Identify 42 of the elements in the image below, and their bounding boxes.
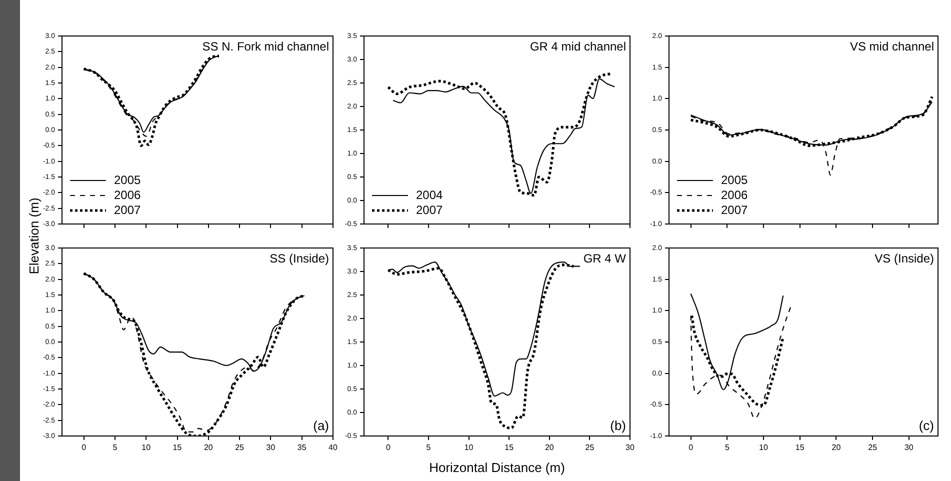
chart-title: VS (Inside) (874, 251, 934, 266)
x-tick-label: 25 (585, 443, 595, 452)
x-axis-title: Horizontal Distance (m) (429, 460, 565, 475)
x-tick-label: 5 (426, 443, 432, 452)
x-tick-label: 25 (235, 443, 245, 452)
x-tick-label: 10 (464, 443, 474, 452)
x-tick-label: 30 (626, 443, 635, 452)
chart-title: VS mid channel (850, 39, 934, 54)
legend-label: 2007 (416, 202, 444, 217)
x-tick-label: 0 (688, 443, 694, 452)
x-tick-label: 5 (724, 443, 730, 452)
x-tick-label: 40 (328, 443, 338, 452)
legend-label: 2005 (114, 172, 142, 187)
chart-title: SS (Inside) (270, 251, 329, 266)
x-tick-label: 30 (904, 443, 914, 452)
x-tick-label: 20 (544, 443, 554, 452)
chart-title: SS N. Fork mid channel (202, 39, 329, 54)
x-tick-label: 15 (504, 443, 514, 452)
chart-title: GR 4 mid channel (530, 39, 626, 54)
chart-title: GR 4 W (583, 251, 627, 266)
x-tick-label: 20 (832, 443, 842, 452)
annotation: (b) (610, 418, 626, 434)
x-tick-label: 15 (172, 443, 182, 452)
x-tick-label: 5 (112, 443, 118, 452)
x-tick-label: 0 (82, 443, 87, 452)
annotation: (c) (918, 418, 934, 434)
legend-label: 2006 (721, 188, 748, 202)
x-tick-label: 10 (759, 443, 769, 452)
annotation: (a) (313, 418, 329, 434)
x-tick-label: 20 (204, 443, 214, 452)
legend-label: 2007 (721, 202, 748, 217)
legend-label: 2007 (114, 202, 142, 217)
x-tick-label: 10 (142, 443, 152, 452)
x-tick-label: 0 (386, 443, 391, 452)
legend-label: 2004 (416, 188, 444, 202)
x-tick-label: 15 (795, 443, 805, 452)
legend-label: 2006 (114, 188, 142, 202)
x-tick-label: 30 (266, 443, 276, 452)
x-tick-label: 25 (868, 443, 878, 452)
legend-label: 2005 (721, 172, 748, 187)
x-tick-label: 35 (297, 443, 307, 452)
y-axis-title: Elevation (m) (26, 198, 42, 274)
